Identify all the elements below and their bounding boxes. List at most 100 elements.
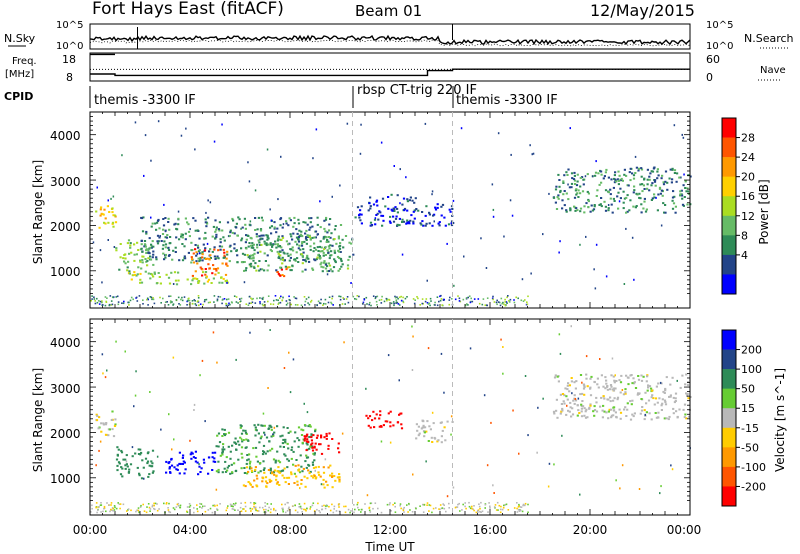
power-cell-590 bbox=[201, 253, 204, 256]
power-cell-949 bbox=[637, 169, 640, 172]
power-cell-1174 bbox=[569, 208, 572, 211]
velocity-cell-1067 bbox=[494, 504, 497, 506]
velocity-cell-96 bbox=[170, 464, 174, 467]
velocity-cell-345 bbox=[281, 469, 284, 472]
velocity-cell-1093 bbox=[501, 508, 504, 511]
velocity-cell-361 bbox=[283, 467, 286, 470]
power-cell-1081 bbox=[576, 209, 579, 212]
velocity-cell-871 bbox=[388, 503, 391, 506]
velocity-cell-77 bbox=[151, 462, 154, 465]
velocity-cell-729 bbox=[660, 404, 663, 407]
power-cell-1532 bbox=[501, 302, 503, 305]
power-cell-713 bbox=[240, 237, 244, 240]
velocity-cell-338 bbox=[259, 462, 262, 464]
velocity-cell-606 bbox=[663, 417, 666, 420]
velocity-cell-303 bbox=[252, 447, 255, 450]
velocity-cell-674 bbox=[565, 395, 568, 398]
velocity-cell-12 bbox=[105, 422, 108, 424]
velocity-cell-978 bbox=[100, 502, 102, 504]
power-cell-282 bbox=[294, 259, 297, 262]
velocity-cell-350 bbox=[282, 426, 285, 429]
velocity-cell-1337 bbox=[389, 441, 392, 444]
velocity-cell-897 bbox=[350, 510, 352, 512]
velocity-cell-852 bbox=[582, 387, 586, 390]
power-cell-896 bbox=[449, 210, 452, 213]
power-cell-1019 bbox=[673, 172, 676, 174]
power-cell-1021 bbox=[561, 207, 564, 210]
velocity-cell-976 bbox=[309, 508, 311, 510]
power-cell-535 bbox=[271, 245, 274, 248]
velocity-cell-230 bbox=[276, 450, 279, 453]
power-cell-136 bbox=[157, 272, 160, 274]
velocity-cell-817 bbox=[567, 382, 570, 385]
power-cell-1302 bbox=[520, 299, 523, 302]
power-cell-872 bbox=[412, 222, 415, 225]
power-cell-1045 bbox=[597, 172, 600, 175]
velocity-colorbar-frame bbox=[721, 329, 737, 507]
power-colorbar-swatch bbox=[722, 215, 736, 236]
power-cell-601 bbox=[286, 266, 289, 269]
power-cell-1561 bbox=[441, 304, 443, 306]
velocity-cell-602 bbox=[656, 401, 659, 404]
velocity-cell-597 bbox=[619, 391, 622, 394]
velocity-cell-188 bbox=[297, 426, 301, 429]
power-cell-519 bbox=[289, 256, 292, 259]
velocity-cell-919 bbox=[154, 502, 157, 505]
velocity-cell-512 bbox=[373, 417, 377, 420]
velocity-cell-543 bbox=[426, 420, 429, 423]
power-cell-876 bbox=[354, 216, 357, 219]
power-cell-1318 bbox=[468, 295, 471, 297]
power-cell-698 bbox=[329, 268, 332, 271]
power-cell-1424 bbox=[132, 298, 134, 301]
velocity-cell-436 bbox=[313, 475, 316, 477]
velocity-cell-487 bbox=[311, 446, 314, 449]
power-cell-586 bbox=[192, 252, 195, 255]
velocity-cbar-label-0: 200 bbox=[741, 344, 762, 357]
velocity-cell-209 bbox=[269, 469, 272, 472]
velocity-cell-1167 bbox=[426, 504, 428, 506]
velocity-cell-760 bbox=[624, 391, 627, 394]
power-cell-1273 bbox=[503, 303, 505, 306]
velocity-cell-64 bbox=[151, 449, 155, 452]
power-cell-856 bbox=[375, 199, 379, 202]
power-cell-1523 bbox=[443, 298, 445, 301]
velocity-cell-1043 bbox=[149, 508, 152, 510]
power-cell-113 bbox=[167, 276, 171, 279]
power-cell-1126 bbox=[582, 178, 585, 181]
velocity-cell-912 bbox=[211, 511, 214, 514]
power-cell-202 bbox=[281, 249, 284, 252]
velocity-cell-681 bbox=[687, 381, 690, 384]
power-cell-1453 bbox=[106, 297, 108, 299]
velocity-cell-61 bbox=[125, 463, 128, 466]
power-cell-901 bbox=[415, 208, 418, 210]
power-cell-380 bbox=[304, 232, 307, 235]
power-cell-1640 bbox=[196, 252, 199, 255]
power-cell-315 bbox=[214, 237, 217, 240]
velocity-cell-767 bbox=[589, 403, 592, 406]
velocity-cell-1203 bbox=[443, 504, 445, 506]
velocity-cell-997 bbox=[165, 502, 168, 504]
velocity-cell-1350 bbox=[104, 376, 107, 379]
velocity-cell-450 bbox=[322, 483, 325, 486]
power-cell-1466 bbox=[169, 301, 172, 304]
velocity-cell-555 bbox=[432, 422, 435, 425]
power-cell-1139 bbox=[632, 191, 635, 194]
power-cell-139 bbox=[130, 278, 133, 281]
power-cell-39 bbox=[146, 264, 149, 267]
velocity-cell-251 bbox=[287, 459, 290, 462]
power-cell-1557 bbox=[500, 297, 503, 300]
power-cell-1223 bbox=[307, 296, 310, 299]
power-cell-818 bbox=[390, 208, 393, 211]
velocity-cell-476 bbox=[325, 432, 328, 435]
power-cell-877 bbox=[392, 220, 396, 223]
power-cell-1365 bbox=[203, 300, 206, 303]
velocity-cell-91 bbox=[165, 471, 168, 474]
velocity-cell-953 bbox=[239, 506, 242, 509]
velocity-cell-1038 bbox=[516, 502, 518, 504]
power-cell-1129 bbox=[643, 200, 646, 203]
power-cell-224 bbox=[298, 229, 301, 232]
power-cell-1456 bbox=[169, 300, 172, 302]
power-cell-363 bbox=[164, 236, 167, 239]
velocity-cell-615 bbox=[627, 383, 630, 386]
power-cell-1381 bbox=[142, 299, 144, 301]
